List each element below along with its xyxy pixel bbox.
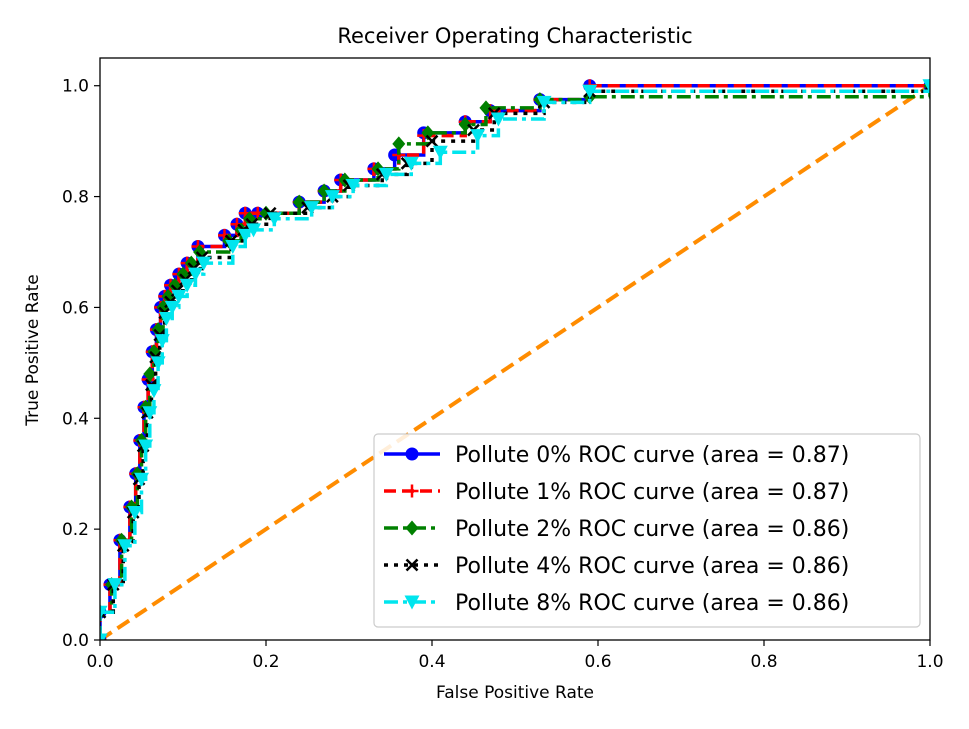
data-point xyxy=(304,201,320,216)
data-point xyxy=(922,79,930,94)
legend-label: Pollute 2% ROC curve (area = 0.86) xyxy=(455,517,849,542)
y-tick-label: 0.4 xyxy=(62,409,89,429)
data-point xyxy=(146,384,162,399)
legend-item: Pollute 0% ROC curve (area = 0.87) xyxy=(384,443,849,468)
legend-label: Pollute 1% ROC curve (area = 0.87) xyxy=(455,480,849,505)
legend-marker xyxy=(405,447,419,461)
data-point xyxy=(403,156,419,171)
data-point xyxy=(107,578,123,593)
y-tick-label: 0.6 xyxy=(62,298,89,318)
legend-marker xyxy=(405,484,419,498)
plot-area: 0.0 0.2 0.4 0.6 0.8 1.0 0.0 0.2 0.4 0.6 0.8 1.0 Poll… xyxy=(62,57,944,672)
data-point xyxy=(378,167,394,182)
data-point xyxy=(138,439,154,454)
x-tick-label: 0.2 xyxy=(252,652,279,672)
legend-item: Pollute 4% ROC curve (area = 0.86) xyxy=(384,554,849,579)
data-point xyxy=(158,312,174,327)
legend-item: Pollute 8% ROC curve (area = 0.86) xyxy=(384,591,849,616)
x-tick-label: 1.0 xyxy=(916,652,943,672)
diagonal-reference-line xyxy=(100,84,930,640)
legend-box xyxy=(373,433,921,628)
y-tick-label: 0.2 xyxy=(62,520,89,540)
data-point xyxy=(171,289,187,304)
data-point xyxy=(237,228,253,243)
data-point xyxy=(425,134,439,148)
legend-marker xyxy=(405,520,419,536)
x-tick-label: 0.0 xyxy=(86,652,113,672)
legend-item: Pollute 1% ROC curve (area = 0.87) xyxy=(384,480,849,505)
data-point xyxy=(458,117,472,133)
x-tick-label: 0.8 xyxy=(750,652,777,672)
data-point xyxy=(143,366,157,382)
data-point xyxy=(324,190,340,205)
data-point xyxy=(187,267,203,282)
data-point xyxy=(179,278,195,293)
series-group xyxy=(100,79,930,640)
y-tick-label: 0.0 xyxy=(62,631,89,651)
data-point xyxy=(317,183,331,199)
plot-frame xyxy=(99,57,931,641)
legend: Pollute 0% ROC curve (area = 0.87) Pollut… xyxy=(373,433,921,628)
legend-item: Pollute 2% ROC curve (area = 0.86) xyxy=(384,517,849,542)
data-point xyxy=(292,194,306,210)
data-point xyxy=(421,125,435,141)
data-point xyxy=(100,605,108,620)
data-point xyxy=(142,406,158,421)
data-point xyxy=(127,506,143,521)
data-point xyxy=(266,212,282,227)
data-point xyxy=(582,84,598,99)
data-point xyxy=(490,112,506,127)
x-tick-label: 0.6 xyxy=(584,652,611,672)
data-point xyxy=(134,472,149,487)
y-axis-title: True Positive Rate xyxy=(23,274,43,426)
data-point xyxy=(225,239,241,254)
y-tick-label: 0.8 xyxy=(62,188,89,208)
data-point xyxy=(150,356,166,371)
data-point xyxy=(100,633,108,640)
data-point xyxy=(196,256,212,271)
y-tick-label: 1.0 xyxy=(62,77,89,97)
legend-label: Pollute 4% ROC curve (area = 0.86) xyxy=(455,554,849,579)
data-point xyxy=(246,223,262,238)
x-axis-title: False Positive Rate xyxy=(436,683,594,703)
data-point xyxy=(479,100,493,116)
data-point xyxy=(432,145,448,160)
chart-title: Receiver Operating Characteristic xyxy=(337,24,692,48)
data-point xyxy=(164,300,180,315)
data-point xyxy=(345,178,361,193)
legend-marker xyxy=(405,558,419,572)
data-point xyxy=(154,334,170,349)
legend-marker xyxy=(404,595,420,610)
legend-label: Pollute 0% ROC curve (area = 0.87) xyxy=(455,443,849,468)
data-point xyxy=(117,539,133,554)
x-tick-label: 0.4 xyxy=(418,652,445,672)
data-point xyxy=(470,129,486,144)
data-point xyxy=(536,95,552,110)
legend-label: Pollute 8% ROC curve (area = 0.86) xyxy=(455,591,849,616)
data-point xyxy=(392,136,406,152)
